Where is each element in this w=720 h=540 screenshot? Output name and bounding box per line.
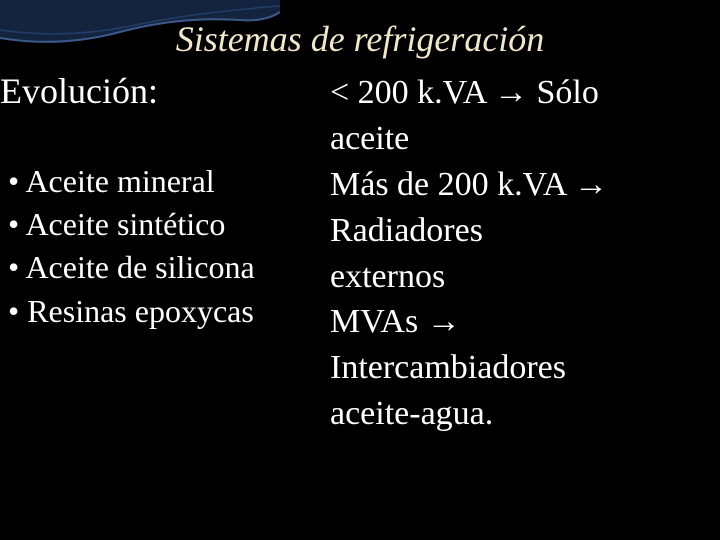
right-line: MVAs → (330, 299, 720, 345)
right-line: < 200 k.VA → Sólo (330, 70, 720, 116)
bullet-list: Aceite mineral Aceite sintético Aceite d… (0, 160, 330, 333)
right-line: aceite-agua. (330, 391, 720, 437)
right-line: Intercambiadores (330, 345, 720, 391)
bullet-item: Aceite sintético (8, 203, 330, 246)
content-area: Evolución: Aceite mineral Aceite sintéti… (0, 70, 720, 437)
right-text-block: < 200 k.VA → Sólo aceite Más de 200 k.VA… (330, 70, 720, 437)
right-line: externos (330, 254, 720, 300)
left-column: Evolución: Aceite mineral Aceite sintéti… (0, 70, 330, 437)
bullet-item: Resinas epoxycas (8, 290, 330, 333)
bullet-item: Aceite mineral (8, 160, 330, 203)
bullet-item: Aceite de silicona (8, 246, 330, 289)
slide-title: Sistemas de refrigeración (0, 0, 720, 70)
right-line: Radiadores (330, 208, 720, 254)
subtitle: Evolución: (0, 70, 330, 112)
right-line: Más de 200 k.VA → (330, 162, 720, 208)
right-line: aceite (330, 116, 720, 162)
right-column: < 200 k.VA → Sólo aceite Más de 200 k.VA… (330, 70, 720, 437)
